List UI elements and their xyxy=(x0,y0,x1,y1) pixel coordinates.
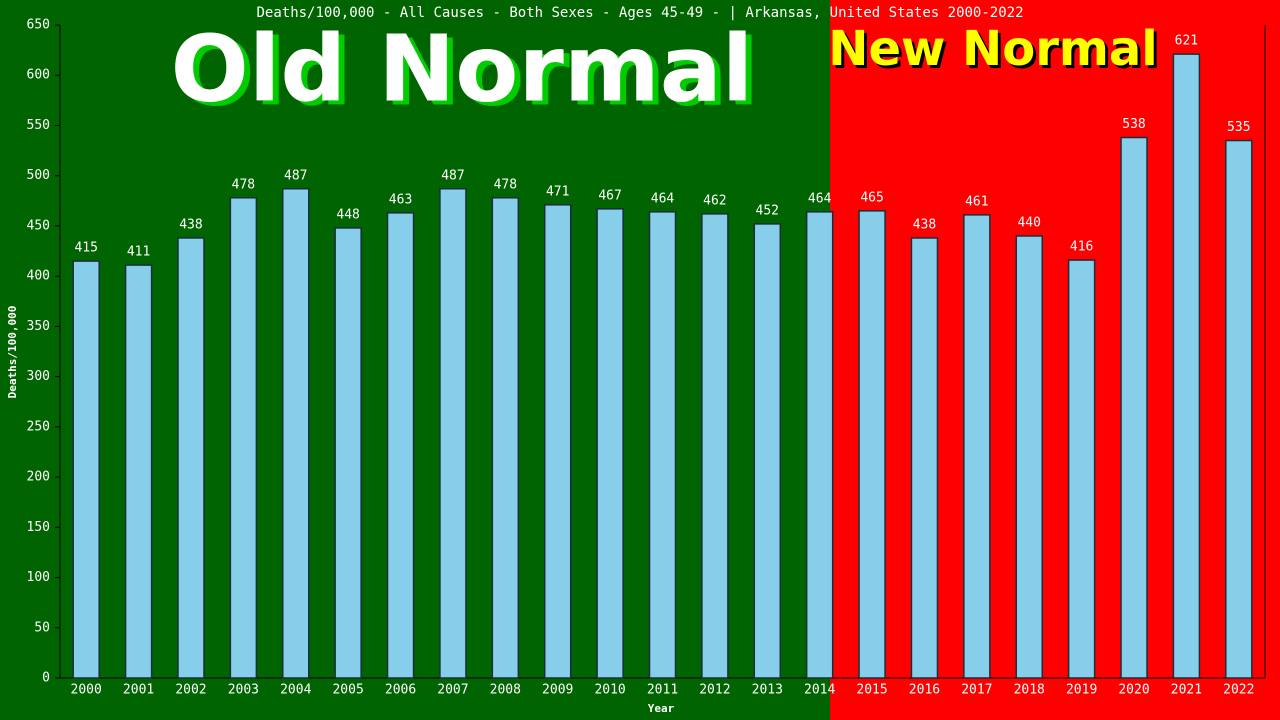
value-label: 416 xyxy=(1070,240,1093,255)
x-tick-label: 2019 xyxy=(1066,683,1097,698)
x-tick-label: 2006 xyxy=(385,683,416,698)
x-tick-label: 2021 xyxy=(1171,683,1202,698)
y-tick-label: 250 xyxy=(27,419,50,434)
value-label: 464 xyxy=(651,191,675,206)
x-tick-label: 2015 xyxy=(856,683,887,698)
value-label: 448 xyxy=(336,207,359,222)
y-tick-label: 650 xyxy=(27,18,50,33)
old-normal-label: Old Normal xyxy=(171,15,754,122)
value-label: 438 xyxy=(179,217,202,232)
x-tick-label: 2017 xyxy=(961,683,992,698)
bar xyxy=(1225,139,1253,679)
value-label: 415 xyxy=(74,241,97,256)
value-label: 471 xyxy=(546,184,569,199)
new-normal-label: New Normal xyxy=(828,21,1157,77)
value-label: 487 xyxy=(441,168,464,183)
bar xyxy=(229,197,258,679)
value-label: 621 xyxy=(1175,34,1198,49)
bar xyxy=(386,212,415,679)
bar xyxy=(910,237,939,679)
value-label: 478 xyxy=(232,177,255,192)
y-axis-label: Deaths/100,000 xyxy=(6,306,19,399)
x-tick-label: 2020 xyxy=(1118,683,1149,698)
y-tick-label: 450 xyxy=(27,218,50,233)
old-normal-shadow: Old Normal xyxy=(177,19,760,126)
value-label: 411 xyxy=(127,245,150,260)
bar xyxy=(858,210,886,679)
chart-title: Deaths/100,000 - All Causes - Both Sexes… xyxy=(256,5,1023,21)
x-tick-label: 2004 xyxy=(280,683,311,698)
y-tick-label: 50 xyxy=(34,620,50,635)
bar xyxy=(491,197,520,679)
x-axis-label: Year xyxy=(648,702,675,715)
new-normal-background xyxy=(830,0,1280,720)
bar xyxy=(334,227,362,679)
x-tick-label: 2001 xyxy=(123,683,154,698)
x-tick-label: 2008 xyxy=(490,683,521,698)
bar xyxy=(72,260,100,679)
value-label: 452 xyxy=(756,203,779,218)
x-tick-label: 2002 xyxy=(175,683,206,698)
value-label: 440 xyxy=(1017,215,1040,230)
x-tick-label: 2003 xyxy=(228,683,259,698)
bar xyxy=(1015,235,1043,679)
y-tick-label: 400 xyxy=(27,269,50,284)
bar xyxy=(805,211,834,679)
new-normal-shadow: New Normal xyxy=(831,24,1160,80)
bar xyxy=(1172,53,1201,679)
x-tick-label: 2018 xyxy=(1014,683,1045,698)
x-tick-label: 2011 xyxy=(647,683,678,698)
bar xyxy=(648,211,677,679)
x-tick-label: 2010 xyxy=(594,683,625,698)
x-tick-label: 2009 xyxy=(542,683,573,698)
value-label: 535 xyxy=(1227,120,1250,135)
value-label: 487 xyxy=(284,168,307,183)
y-tick-label: 0 xyxy=(42,671,50,686)
y-tick-label: 300 xyxy=(27,369,50,384)
y-tick-label: 600 xyxy=(27,68,50,83)
bar xyxy=(1067,259,1096,679)
bar xyxy=(963,214,991,679)
bar xyxy=(543,204,572,679)
value-label: 463 xyxy=(389,192,412,207)
bar xyxy=(1120,136,1148,679)
bar xyxy=(701,213,729,679)
value-label: 538 xyxy=(1122,117,1145,132)
y-tick-label: 550 xyxy=(27,118,50,133)
value-label: 465 xyxy=(860,190,883,205)
bar xyxy=(282,188,310,679)
value-label: 462 xyxy=(703,193,726,208)
x-tick-label: 2014 xyxy=(804,683,835,698)
value-label: 464 xyxy=(808,191,832,206)
x-tick-label: 2000 xyxy=(71,683,102,698)
y-tick-label: 150 xyxy=(27,520,50,535)
x-tick-label: 2013 xyxy=(752,683,783,698)
bar xyxy=(753,223,782,679)
value-label: 438 xyxy=(913,217,936,232)
bar xyxy=(596,208,624,679)
x-tick-label: 2016 xyxy=(909,683,940,698)
bar xyxy=(177,237,205,679)
bar xyxy=(439,188,467,679)
y-tick-label: 350 xyxy=(27,319,50,334)
x-tick-label: 2005 xyxy=(332,683,363,698)
bar xyxy=(124,264,153,679)
value-label: 478 xyxy=(494,177,517,192)
x-tick-label: 2022 xyxy=(1223,683,1254,698)
y-tick-label: 200 xyxy=(27,470,50,485)
x-tick-label: 2007 xyxy=(437,683,468,698)
value-label: 461 xyxy=(965,194,988,209)
value-label: 467 xyxy=(598,188,621,203)
x-tick-label: 2012 xyxy=(699,683,730,698)
y-tick-label: 500 xyxy=(27,168,50,183)
y-tick-label: 100 xyxy=(27,570,50,585)
